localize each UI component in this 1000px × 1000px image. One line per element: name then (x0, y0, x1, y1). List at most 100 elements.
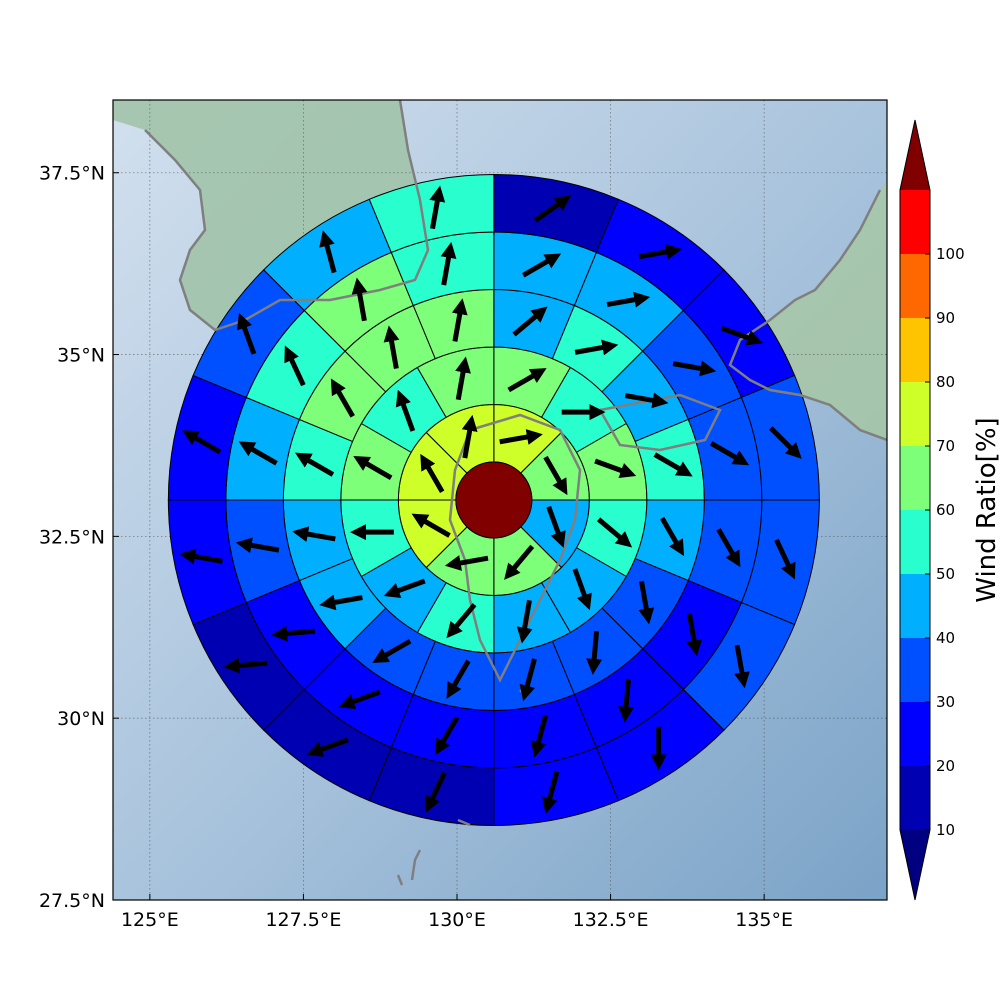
wind-arrow-r5-s8 (542, 771, 560, 815)
colorbar-bin-3 (900, 574, 930, 638)
wind-vectors (179, 185, 802, 815)
wind-arrow-r5-s2 (638, 244, 683, 260)
wind-arrow-r2-s8 (383, 578, 426, 599)
wind-arrow-r3-s1 (512, 306, 548, 337)
wind-arrow-r5-s4 (768, 426, 802, 459)
wind-arrow-r1-s6 (411, 513, 451, 538)
center-disc (455, 461, 533, 539)
wind-arrow-r5-s15 (319, 230, 337, 274)
wind-arrow-r5-s3 (720, 325, 763, 346)
wind-arrow-r3-s6 (638, 580, 655, 625)
colorbar-tick-label-4: 50 (936, 565, 955, 583)
wind-arrow-r3-s3 (624, 392, 669, 409)
colorbar-bin-4 (900, 510, 930, 574)
wind-arrow-r2-s1 (507, 368, 547, 393)
wind-arrow-r5-s16 (429, 185, 446, 230)
wind-arrow-r4-s12 (235, 537, 280, 554)
wind-arrow-r3-s9 (446, 659, 471, 699)
wind-arrow-r4-s14 (284, 345, 306, 387)
wind-arrow-r5-s12 (179, 548, 223, 565)
y-tick-label-1: 35°N (57, 345, 105, 367)
x-tick-label-4: 135°E (735, 909, 793, 931)
wind-arrow-r4-s3 (672, 360, 717, 377)
colorbar-bin-0 (900, 766, 930, 830)
wind-arrow-r2-s6 (516, 599, 533, 644)
colorbar-under-triangle (900, 830, 930, 900)
wind-arrow-r5-s1 (533, 195, 572, 223)
wind-arrow-r1-s3 (546, 505, 566, 548)
wind-arrow-r4-s7 (618, 678, 635, 723)
colorbar-tick-label-9: 100 (936, 245, 965, 263)
wind-arrow-r1-s2 (543, 455, 568, 496)
wind-arrow-r4-s8 (530, 714, 549, 758)
wind-arrow-r5-s9 (425, 771, 447, 813)
wind-arrow-r3-s14 (330, 378, 355, 418)
wind-arrow-r1-s4 (504, 544, 535, 580)
colorbar-bin-7 (900, 318, 930, 382)
wind-arrow-r3-s12 (292, 526, 336, 542)
wind-arrow-r2-s5 (572, 568, 592, 611)
wind-arrow-r4-s16 (440, 241, 457, 286)
colorbar-bin-5 (900, 446, 930, 510)
japan-coastline (728, 189, 887, 442)
x-tick-label-2: 130°E (428, 909, 486, 931)
ryukyu-islands (396, 689, 526, 886)
wind-arrow-r3-s10 (372, 638, 412, 664)
x-tick-label-1: 127.5°E (265, 909, 341, 931)
y-tick-label-3: 30°N (57, 708, 105, 730)
wind-arrow-r5-s10 (306, 737, 349, 757)
plot-frame (112, 99, 888, 901)
colorbar-bin-1 (900, 702, 930, 766)
wind-arrow-r3-s7 (586, 630, 603, 675)
y-axis-ticks: 37.5°N 35°N 32.5°N 30°N 27.5°N (39, 163, 119, 912)
wind-arrow-r2-s7 (446, 603, 477, 639)
wind-arrow-r5-s5 (774, 538, 796, 580)
wind-arrow-r1-s7 (420, 453, 445, 494)
colorbar: 10 20 30 40 50 60 70 80 90 100 (899, 119, 965, 901)
wind-arrow-r3-s5 (659, 516, 685, 557)
x-axis-ticks: 125°E 127.5°E 130°E 132.5°E 135°E (121, 894, 793, 931)
y-tick-label-0: 37.5°N (39, 163, 105, 185)
colorbar-bin-9 (900, 190, 930, 254)
colorbar-tick-label-8: 90 (936, 309, 955, 327)
colorbar-bin-8 (900, 254, 930, 318)
x-tick-label-3: 132.5°E (573, 909, 649, 931)
colorbar-tick-label-6: 70 (936, 437, 955, 455)
wind-arrow-r5-s13 (182, 430, 222, 455)
wind-arrow-r4-s6 (686, 612, 703, 657)
wind-arrow-r4-s4 (709, 441, 750, 466)
wind-arrow-r2-s3 (594, 458, 637, 479)
wind-arrow-r1-s8 (461, 414, 478, 459)
wind-arrow-r3-s13 (294, 452, 335, 477)
wind-arrow-r2-s11 (395, 389, 416, 432)
colorbar-bin-6 (900, 382, 930, 446)
wind-arrow-r3-s16 (451, 298, 468, 342)
wind-arrow-r2-s10 (353, 455, 393, 481)
wind-arrow-r4-s13 (238, 441, 278, 466)
colorbar-tick-label-2: 30 (936, 693, 955, 711)
wind-arrow-r2-s4 (596, 517, 633, 548)
wind-arrow-r4-s9 (435, 716, 460, 756)
wind-arrow-r4-s5 (716, 528, 741, 568)
wind-arrow-r3-s11 (319, 594, 363, 611)
center-core (455, 461, 533, 539)
wind-arrow-r3-s4 (653, 452, 693, 477)
wind-arrow-r5-s11 (223, 657, 268, 674)
wind-arrow-r2-s12 (455, 356, 471, 401)
y-tick-label-4: 27.5°N (39, 890, 105, 912)
wind-arrow-r4-s11 (271, 625, 316, 642)
colorbar-title: Wind Ratio[%] (972, 417, 1000, 602)
colorbar-tick-label-1: 20 (936, 757, 955, 775)
wind-arrow-r5-s14 (236, 312, 257, 355)
wind-arrow-r4-s1 (521, 253, 562, 278)
colorbar-tick-label-3: 40 (936, 629, 955, 647)
wind-arrow-r5-s6 (734, 644, 750, 689)
wind-arrow-r3-s8 (519, 658, 537, 702)
wind-arrow-r3-s2 (574, 339, 619, 356)
sector-rings (167, 173, 820, 827)
colorbar-tick-label-5: 60 (936, 501, 955, 519)
colorbar-bin-2 (900, 638, 930, 702)
wind-arrow-r1-s5 (444, 555, 489, 571)
wind-arrow-r1-s1 (499, 429, 543, 445)
